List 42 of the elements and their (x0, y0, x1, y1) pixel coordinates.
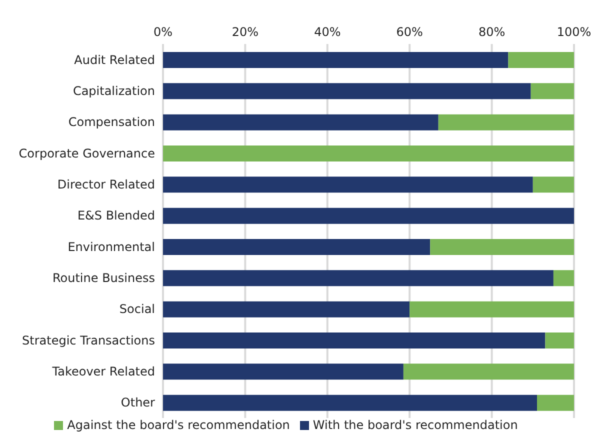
bar (163, 394, 538, 411)
bar (163, 270, 554, 286)
y-tick-label: Social (119, 302, 155, 316)
x-tick-label: 0% (153, 25, 173, 39)
bar (163, 239, 430, 255)
bar (163, 332, 546, 348)
bar (163, 176, 533, 193)
y-tick-label: Routine Business (52, 271, 155, 286)
legend-label: Against the board's recommendation (67, 418, 290, 432)
bar (530, 83, 574, 100)
bar (430, 239, 574, 255)
bar (163, 114, 438, 130)
y-tick-label: Takeover Related (51, 364, 155, 379)
bar (532, 176, 574, 193)
x-tick-label: 100% (556, 25, 592, 39)
legend-label: With the board's recommendation (312, 418, 518, 432)
y-tick-label: E&S Blended (77, 208, 155, 223)
bar (403, 364, 574, 380)
y-tick-label: Director Related (57, 178, 155, 192)
bar (163, 52, 508, 68)
y-tick-label: Capitalization (72, 84, 155, 98)
x-tick-label: 20% (232, 25, 259, 39)
bar (163, 301, 410, 318)
bar (163, 83, 531, 100)
y-tick-label: Environmental (68, 240, 155, 254)
x-tick-label: 80% (478, 25, 506, 39)
bar (163, 208, 574, 224)
bar (508, 52, 574, 68)
bar (545, 332, 574, 348)
bar (553, 270, 574, 286)
bar (163, 146, 574, 162)
x-tick-label: 40% (314, 25, 341, 39)
y-tick-label: Strategic Transactions (22, 333, 155, 348)
y-tick-label: Corporate Governance (18, 146, 155, 160)
bar (163, 364, 404, 380)
x-tick-label: 60% (396, 25, 423, 39)
y-tick-label: Compensation (68, 115, 155, 130)
bar (410, 301, 574, 318)
bar (537, 394, 574, 411)
bar (438, 114, 574, 130)
y-tick-label: Audit Related (74, 52, 155, 67)
y-tick-label: Other (120, 396, 156, 410)
